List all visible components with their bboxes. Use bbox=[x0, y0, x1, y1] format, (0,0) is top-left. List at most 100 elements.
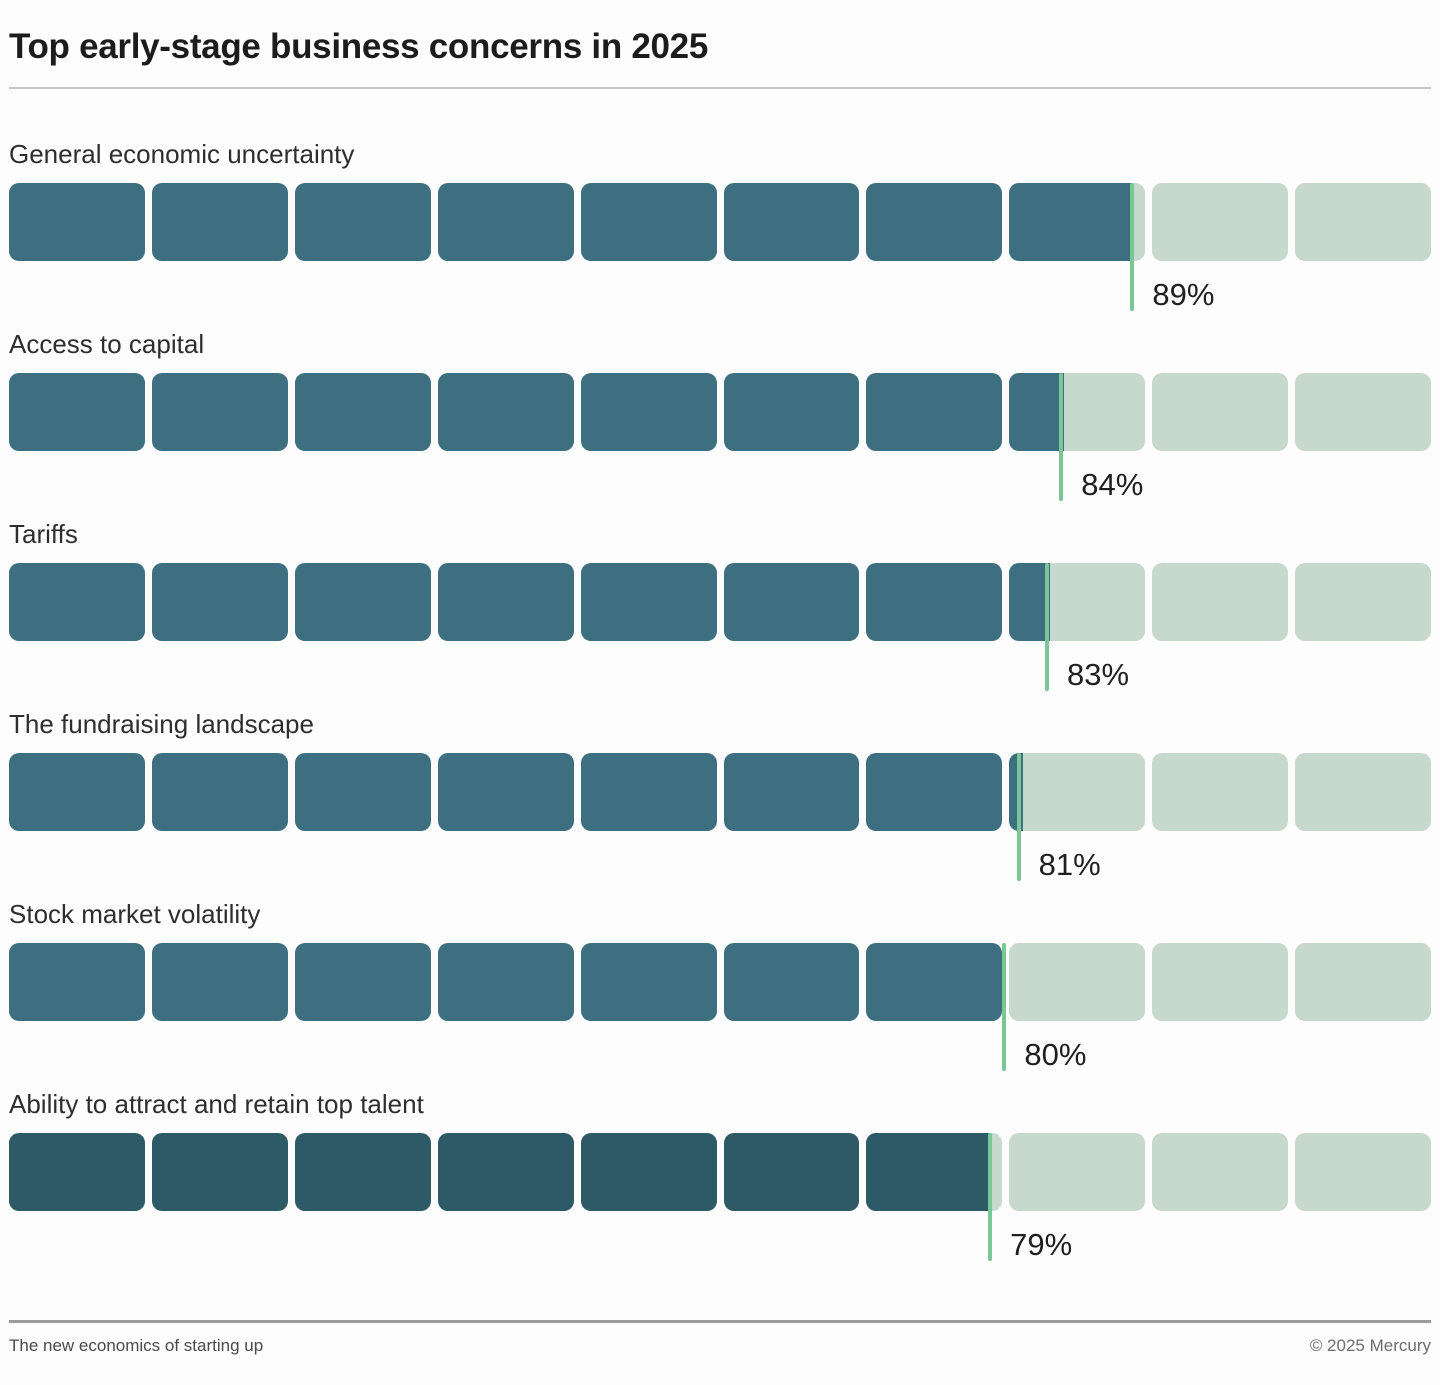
bar-segment-fill bbox=[723, 183, 860, 261]
bar-segments bbox=[9, 1133, 1432, 1211]
bar-label: Stock market volatility bbox=[9, 899, 261, 929]
bar-segment bbox=[1152, 943, 1289, 1021]
bar-segment-fill bbox=[437, 753, 574, 831]
bar-segment bbox=[9, 1133, 145, 1211]
bar-segment bbox=[723, 1133, 860, 1211]
bar-segment bbox=[1295, 373, 1432, 451]
bar-segment bbox=[1152, 1133, 1289, 1211]
bar-segment-fill bbox=[151, 943, 288, 1021]
value-label: 83% bbox=[1067, 657, 1130, 692]
bar-segment bbox=[723, 753, 860, 831]
bar-segment bbox=[1295, 943, 1432, 1021]
bar-segment-fill bbox=[723, 1133, 860, 1211]
bar-segment-fill bbox=[1009, 183, 1132, 261]
bar-segment bbox=[151, 183, 288, 261]
value-tick bbox=[1130, 183, 1135, 311]
bar-segment bbox=[437, 1133, 574, 1211]
bar-segment-fill bbox=[723, 563, 860, 641]
chart-row: General economic uncertainty 89% bbox=[9, 139, 1432, 329]
bar-segment-fill bbox=[151, 1133, 288, 1211]
title-divider bbox=[9, 87, 1431, 89]
bar-segment bbox=[9, 943, 145, 1021]
segmented-bar: 89% bbox=[9, 183, 1432, 312]
footer-copyright-label: © 2025 Mercury bbox=[1309, 1336, 1431, 1355]
bar-segment-fill bbox=[9, 753, 145, 831]
segmented-bar: 83% bbox=[9, 563, 1432, 692]
value-label: 79% bbox=[1010, 1227, 1073, 1262]
bar-segment bbox=[437, 563, 574, 641]
bar-segment bbox=[1295, 753, 1432, 831]
bar-segment bbox=[151, 753, 288, 831]
bar-segment bbox=[1009, 563, 1146, 641]
bar-segment-fill bbox=[866, 1133, 989, 1211]
bar-segment bbox=[294, 943, 431, 1021]
bar-segment bbox=[437, 753, 574, 831]
bar-segment bbox=[866, 183, 1003, 261]
bar-segment bbox=[866, 373, 1003, 451]
bar-segment-fill bbox=[151, 183, 288, 261]
bar-segment-fill bbox=[9, 373, 145, 451]
value-tick bbox=[1045, 563, 1050, 691]
bar-segment bbox=[151, 373, 288, 451]
footer-divider bbox=[9, 1320, 1431, 1323]
value-tick bbox=[1016, 753, 1021, 881]
value-label: 89% bbox=[1152, 277, 1215, 312]
bar-segment-fill bbox=[1009, 373, 1064, 451]
bar-segment-fill bbox=[151, 373, 288, 451]
bar-segment bbox=[866, 753, 1003, 831]
bar-segment bbox=[1009, 943, 1146, 1021]
chart-row: The fundraising landscape 81% bbox=[9, 709, 1432, 899]
bar-segment bbox=[294, 1133, 431, 1211]
value-label: 84% bbox=[1081, 467, 1144, 502]
segmented-bar: 80% bbox=[9, 943, 1432, 1072]
bar-label: General economic uncertainty bbox=[9, 139, 355, 169]
segmented-bar-chart: General economic uncertainty 89% Access to… bbox=[9, 139, 1432, 1279]
bar-segment bbox=[9, 563, 145, 641]
bar-segment-fill bbox=[151, 753, 288, 831]
bar-segment-fill bbox=[1009, 563, 1051, 641]
bar-segment bbox=[580, 1133, 717, 1211]
bar-segment bbox=[723, 373, 860, 451]
bar-segment bbox=[437, 183, 574, 261]
bar-segment-fill bbox=[9, 183, 145, 261]
bar-segment-fill bbox=[723, 943, 860, 1021]
bar-segment bbox=[1009, 1133, 1146, 1211]
bar-segment bbox=[723, 183, 860, 261]
value-tick bbox=[1059, 373, 1064, 501]
segmented-bar: 84% bbox=[9, 373, 1432, 502]
chart-row: Tariffs 83% bbox=[9, 519, 1432, 709]
bar-segment bbox=[723, 943, 860, 1021]
footer-text-row: The new economics of starting up © 2025 … bbox=[9, 1336, 1431, 1356]
bar-segment bbox=[1152, 183, 1289, 261]
bar-segment-fill bbox=[9, 563, 145, 641]
bar-segments bbox=[9, 753, 1432, 831]
bar-segment bbox=[151, 1133, 288, 1211]
bar-label: Access to capital bbox=[9, 329, 205, 359]
bar-segment-fill bbox=[437, 183, 574, 261]
segmented-bar: 81% bbox=[9, 753, 1432, 882]
bar-segment bbox=[580, 753, 717, 831]
value-tick bbox=[988, 1133, 993, 1261]
bar-segment bbox=[866, 1133, 1003, 1211]
bar-segment bbox=[580, 373, 717, 451]
bar-segment bbox=[580, 563, 717, 641]
chart-row: Access to capital 84% bbox=[9, 329, 1432, 519]
bar-segment bbox=[1009, 373, 1146, 451]
bar-segment bbox=[151, 563, 288, 641]
bar-segment bbox=[1152, 563, 1289, 641]
bar-segment-fill bbox=[294, 563, 431, 641]
bar-segment-fill bbox=[580, 1133, 717, 1211]
bar-segment-fill bbox=[723, 753, 860, 831]
bar-segment-fill bbox=[866, 753, 1003, 831]
bar-segment bbox=[9, 753, 145, 831]
bar-segment-fill bbox=[294, 373, 431, 451]
bar-segment-fill bbox=[723, 373, 860, 451]
bar-segment-fill bbox=[437, 563, 574, 641]
bar-segment-fill bbox=[294, 753, 431, 831]
bar-segment bbox=[294, 563, 431, 641]
bar-segment bbox=[1295, 1133, 1432, 1211]
bar-segment bbox=[866, 943, 1003, 1021]
bar-segment-fill bbox=[437, 1133, 574, 1211]
bar-segment-fill bbox=[580, 563, 717, 641]
bar-segment-fill bbox=[866, 183, 1003, 261]
